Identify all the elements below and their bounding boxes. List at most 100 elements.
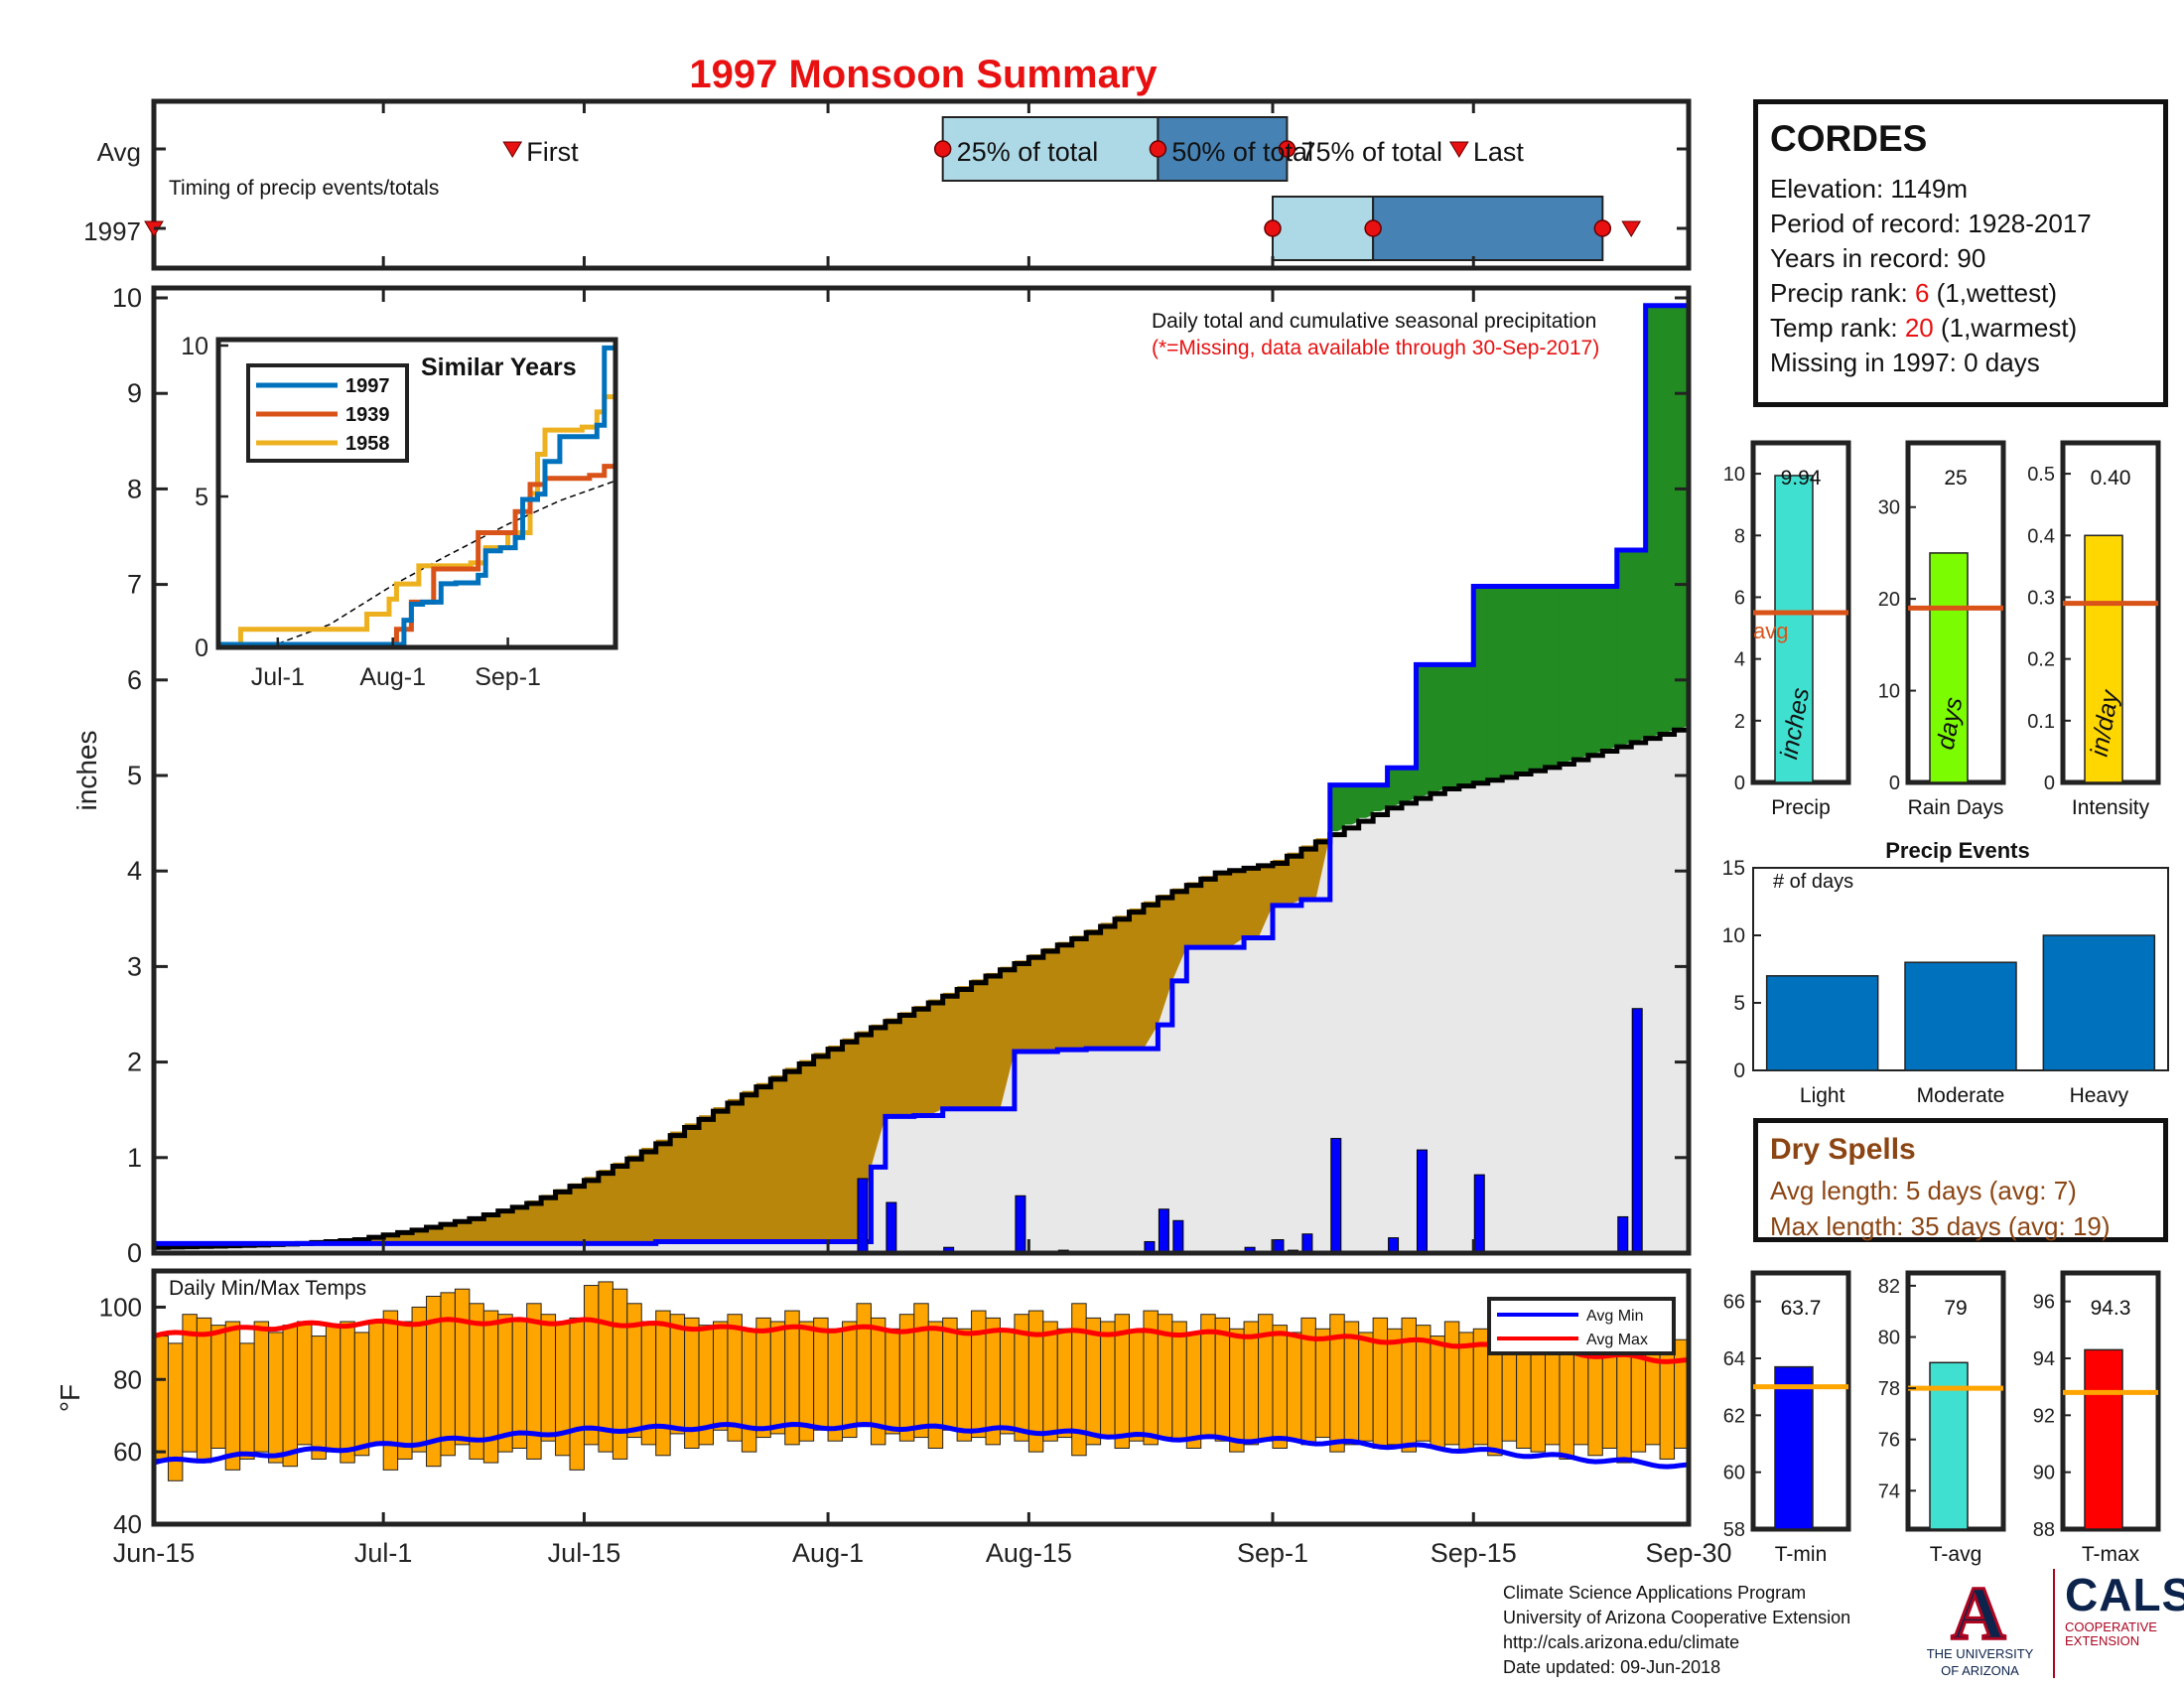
precip-events-xlabel-Heavy: Heavy	[2070, 1084, 2129, 1107]
diff-fill-day-33	[626, 1155, 642, 1244]
precip-stat-ytick-label-1-2: 20	[1878, 589, 1900, 611]
daily-precip-bar-15	[1330, 1138, 1342, 1254]
diff-fill-day-96	[1531, 586, 1547, 770]
temp-bar-day-11	[311, 1336, 327, 1460]
timing-row-label-avg: Avg	[97, 137, 141, 167]
diff-fill-day-40	[727, 1098, 743, 1242]
timing-panel: Timing of precip events/totals Avg 1997 …	[83, 98, 1692, 271]
diff-fill-day-83	[1344, 784, 1360, 825]
daily-precip-bar-8	[1158, 1208, 1169, 1254]
temp-frame	[151, 1268, 1692, 1527]
temp-stat-ytick-label-2-3: 94	[2033, 1348, 2055, 1370]
temp-stats-panels: 58 60 62 64 66 63.7 T-min 74 76 78 80 82 79 T-avg 88 90…	[1723, 1270, 2161, 1566]
precip-stat-ytick-label-2-1: 0.1	[2027, 711, 2055, 733]
temp-rank-prefix: Temp rank:	[1770, 313, 1905, 343]
xtick-label-3: Aug-1	[792, 1538, 864, 1568]
precip-stat-ytick-label-1-3: 30	[1878, 497, 1900, 519]
temp-bar-day-84	[1358, 1332, 1374, 1442]
station-name: CORDES	[1770, 118, 1928, 159]
year-marker-last	[1621, 220, 1642, 237]
temp-stat-ytick-label-1-0: 74	[1878, 1480, 1900, 1502]
daily-precip-bar-14	[1301, 1233, 1313, 1254]
main-chart-title: Daily total and cumulative seasonal prec…	[1152, 310, 1596, 333]
ua-logo-line-1: THE UNIVERSITY	[1926, 1646, 2034, 1661]
temp-chart-title: Daily Min/Max Temps	[169, 1277, 366, 1300]
avg-marker-last	[1448, 141, 1469, 158]
temp-stat-ytick-label-0-2: 62	[1723, 1405, 1745, 1427]
temp-stat-ytick-label-2-0: 88	[2033, 1519, 2055, 1541]
inset-ytick-label-1: 5	[195, 484, 208, 511]
temp-bar-day-100	[1587, 1342, 1603, 1457]
daily-precip-bar-18	[1473, 1174, 1485, 1254]
temp-bar-day-78	[1272, 1325, 1288, 1449]
precip-stat-ytick-label-1-0: 0	[1889, 773, 1900, 794]
diff-fill-day-56	[957, 986, 973, 1109]
diff-fill-day-93	[1487, 586, 1503, 779]
temp-avg-min-line	[153, 1421, 1690, 1470]
temp-stat-ytick-label-0-3: 64	[1723, 1348, 1745, 1370]
marker-label-25pct: 25% of total	[957, 137, 1099, 167]
station-years: Years in record: 90	[1770, 243, 1986, 273]
diff-fill-day-106	[1674, 305, 1690, 729]
diff-fill-day-67	[1115, 915, 1131, 1050]
main-ytick-label-4: 4	[127, 856, 142, 886]
precip-events-title: Precip Events	[1885, 838, 2030, 863]
diff-fill-day-54	[928, 999, 944, 1116]
diff-fill-day-26	[526, 1200, 542, 1244]
year-marker-p25	[1264, 219, 1282, 237]
temp-stat-ytick-label-2-1: 90	[2033, 1463, 2055, 1484]
inset-ytick-label-0: 0	[195, 634, 208, 662]
temp-bar-day-68	[1129, 1332, 1145, 1442]
temp-bar-day-39	[712, 1321, 729, 1431]
temp-bar-day-30	[583, 1285, 600, 1446]
cals-logo-line-1: COOPERATIVE	[2065, 1619, 2157, 1634]
diff-fill-day-94	[1502, 586, 1518, 776]
temp-bar-day-8	[268, 1332, 284, 1464]
dry-spells-avg: Avg length: 5 days (avg: 7)	[1770, 1176, 2077, 1205]
temp-rank-suffix: (1,warmest)	[1933, 313, 2078, 343]
diff-fill-day-102	[1616, 549, 1632, 746]
precip-stat-ytick-label-2-4: 0.4	[2027, 525, 2055, 547]
inset-series-line-1997	[218, 345, 618, 647]
temp-bar-day-103	[1630, 1346, 1647, 1453]
diff-fill-day-91	[1458, 664, 1474, 785]
temp-bar-day-21	[454, 1288, 471, 1446]
diff-fill-day-104	[1645, 305, 1661, 737]
main-ylabel: inches	[71, 731, 102, 811]
temp-stat-value-label-1: 79	[1944, 1297, 1967, 1320]
diff-fill-day-47	[828, 1046, 844, 1242]
temp-bar-day-51	[885, 1328, 900, 1435]
diff-fill-day-78	[1272, 859, 1289, 906]
temp-stat-ytick-label-2-2: 92	[2033, 1405, 2055, 1427]
station-period: Period of record: 1928-2017	[1770, 209, 2092, 238]
precip-stat-label-0: Precip	[1771, 796, 1831, 819]
temp-bar-day-35	[655, 1310, 671, 1457]
temp-stat-bar-2	[2084, 1348, 2123, 1530]
diff-fill-day-76	[1244, 867, 1260, 938]
temp-bar-day-49	[856, 1303, 872, 1428]
dry-spells-box: Dry Spells Avg length: 5 days (avg: 7) M…	[1753, 1118, 2168, 1242]
inset-xtick-label-1: Aug-1	[359, 663, 426, 691]
temp-ytick-label-1: 60	[113, 1437, 142, 1467]
main-ytick-label-2: 2	[127, 1048, 142, 1077]
diff-fill-day-87	[1402, 768, 1418, 801]
daily-temps-chart: 40 60 80 100 Jun-15 Jul-1 Jul-15 Aug-1 Aug-15 Sep…	[55, 1268, 1732, 1568]
precip-events-ytick-label-1: 5	[1733, 992, 1745, 1015]
credits-line-2: University of Arizona Cooperative Extens…	[1503, 1608, 1851, 1627]
temp-bar-day-66	[1100, 1321, 1116, 1439]
daily-precip-bar-20	[1631, 1008, 1643, 1254]
inset-xtick-label-0: Jul-1	[251, 663, 305, 691]
diff-fill-day-27	[541, 1195, 557, 1244]
precip-stat-ytick-label-2-5: 0.5	[2027, 464, 2055, 486]
xtick-label-6: Sep-15	[1431, 1538, 1517, 1568]
xtick-label-4: Aug-15	[986, 1538, 1072, 1568]
diff-fill-day-29	[570, 1183, 586, 1244]
daily-precip-bar-9	[1172, 1219, 1184, 1254]
temp-stat-value-label-0: 63.7	[1781, 1297, 1822, 1320]
temp-bar-day-76	[1243, 1321, 1260, 1446]
diff-fill-day-86	[1387, 768, 1403, 806]
temp-bar-day-18	[411, 1306, 428, 1453]
precip-rank-prefix: Precip rank:	[1770, 278, 1915, 308]
temp-bar-day-29	[569, 1317, 585, 1471]
diff-fill-day-103	[1631, 549, 1647, 741]
